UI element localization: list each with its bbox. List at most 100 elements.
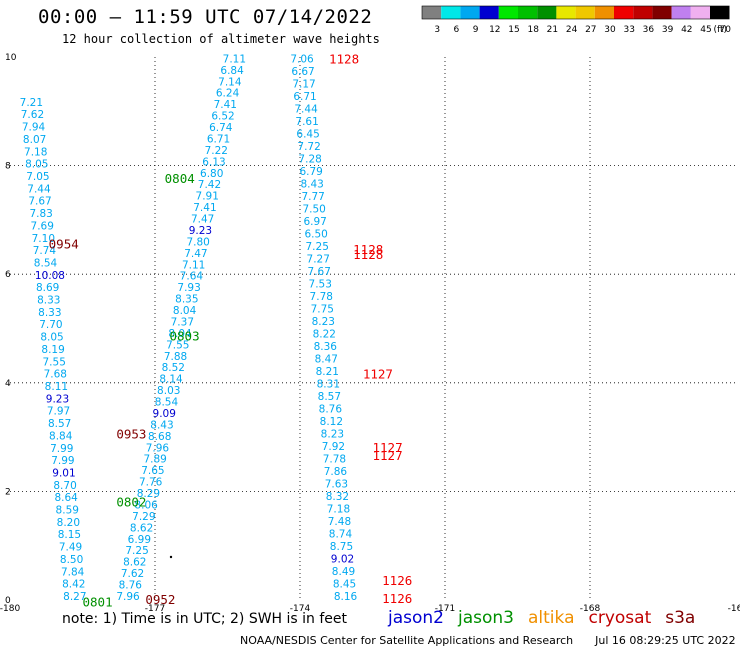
- wave-height-value: 7.64: [180, 271, 204, 283]
- wave-height-value: 8.05: [40, 332, 63, 344]
- colorbar-label: 36: [643, 25, 655, 35]
- wave-height-value: 7.91: [196, 191, 219, 203]
- wave-height-value: 7.25: [306, 241, 329, 253]
- wave-height-value: 6.13: [202, 156, 225, 168]
- wave-height-value: 7.93: [177, 282, 200, 294]
- wave-height-value: 6.52: [211, 111, 234, 123]
- wave-height-value: 7.83: [29, 208, 52, 220]
- wave-height-value: 8.12: [320, 416, 343, 428]
- wave-height-value: 7.96: [116, 591, 140, 603]
- wave-height-value: 7.72: [297, 141, 320, 153]
- pass-time-label: 1126: [382, 573, 412, 588]
- wave-height-value: 8.05: [25, 159, 48, 171]
- wave-height-value: 7.11: [223, 53, 246, 65]
- colorbar-swatch: [671, 6, 691, 19]
- colorbar-label: 15: [508, 25, 519, 35]
- wave-height-value: 7.99: [51, 455, 74, 467]
- wave-height-value: 8.50: [60, 554, 83, 566]
- wave-height-value: 7.41: [193, 202, 216, 214]
- wave-height-value: 7.77: [301, 191, 324, 203]
- colorbar-swatch: [614, 6, 634, 19]
- note-text: note: 1) Time is in UTC; 2) SWH is in fe…: [62, 611, 348, 627]
- wave-height-value: 7.80: [186, 236, 209, 248]
- wave-height-value: 8.42: [62, 579, 85, 591]
- wave-height-value: 7.42: [198, 179, 221, 191]
- y-tick-label: 0: [5, 596, 11, 606]
- wave-track-track-a: 7.217.627.948.077.188.057.057.447.677.83…: [20, 97, 87, 603]
- wave-height-value: 8.03: [157, 385, 180, 397]
- wave-height-value: 9.23: [46, 393, 69, 405]
- pass-time-label: 0802: [116, 494, 146, 509]
- colorbar-swatch: [556, 6, 576, 19]
- wave-height-value: 8.84: [49, 430, 73, 442]
- y-tick-label: 8: [5, 162, 11, 172]
- wave-height-value: 7.62: [21, 109, 44, 121]
- pass-time-label: 1126: [382, 591, 412, 606]
- wave-height-value: 7.78: [323, 453, 346, 465]
- wave-height-value: 8.33: [38, 307, 61, 319]
- wave-height-value: 9.02: [331, 553, 354, 565]
- wave-height-value: 8.54: [155, 397, 179, 409]
- wave-height-value: 7.76: [139, 477, 163, 489]
- wave-height-value: 6.45: [296, 128, 319, 140]
- colorbar-swatch: [652, 6, 672, 19]
- pass-time-label: 0954: [49, 236, 79, 251]
- colorbar-label: 33: [623, 25, 634, 35]
- wave-height-value: 8.75: [330, 541, 353, 553]
- wave-height-value: 8.15: [58, 529, 81, 541]
- wave-height-value: 9.23: [189, 225, 212, 237]
- colorbar-swatch: [518, 6, 538, 19]
- wave-height-value: 7.86: [324, 466, 348, 478]
- pass-time-label: 1127: [373, 440, 403, 455]
- wave-track-track-b: 7.116.847.146.247.416.526.746.717.226.13…: [116, 53, 246, 603]
- wave-height-value: 7.47: [184, 248, 207, 260]
- wave-height-value: 7.10: [32, 233, 55, 245]
- wave-height-value: 7.67: [28, 196, 51, 208]
- y-tick-label: 10: [5, 53, 17, 63]
- wave-height-value: 6.80: [200, 168, 223, 180]
- wave-height-value: 8.64: [54, 492, 78, 504]
- wave-height-value: 7.21: [20, 97, 43, 109]
- wave-height-value: 7.06: [290, 53, 314, 65]
- wave-track-track-c: 7.066.677.176.717.447.616.457.727.286.79…: [290, 53, 357, 603]
- colorbar-label: 18: [527, 25, 539, 35]
- legend-jason2: jason2: [388, 608, 444, 628]
- colorbar-label: 9: [473, 25, 479, 35]
- wave-height-value: 8.29: [137, 488, 160, 500]
- colorbar-swatch: [537, 6, 557, 19]
- wave-height-tracks: 7.217.627.948.077.188.057.057.447.677.83…: [20, 53, 358, 603]
- map-grid: [10, 57, 735, 600]
- legend-s3a: s3a: [665, 608, 696, 628]
- wave-height-value: 6.50: [304, 228, 327, 240]
- pass-time-label: 1128: [329, 52, 359, 67]
- colorbar-label: 45: [700, 25, 711, 35]
- colorbar-label: 42: [681, 25, 692, 35]
- wave-height-value: 9.09: [153, 408, 176, 420]
- colorbar-swatch: [479, 6, 499, 19]
- wave-height-value: 6.24: [216, 88, 240, 100]
- wave-height-value: 8.23: [312, 316, 335, 328]
- pass-time-label: 0801: [83, 595, 113, 610]
- wave-height-value: 8.62: [130, 522, 153, 534]
- track-dot: [169, 555, 173, 559]
- axis-ticks: -180 -177 -174 -171 -168 -16 0 2 4 6 8 10: [0, 53, 740, 614]
- wave-height-value: 8.43: [300, 178, 323, 190]
- wave-height-value: 8.69: [36, 282, 59, 294]
- wave-height-value: 10.08: [35, 270, 65, 282]
- wave-height-value: 8.49: [332, 566, 355, 578]
- wave-height-value: 7.05: [26, 171, 49, 183]
- wave-height-value: 8.68: [148, 431, 171, 443]
- wave-height-value: 8.36: [314, 341, 338, 353]
- wave-height-value: 7.53: [309, 278, 332, 290]
- colorbar-label: 30: [604, 25, 616, 35]
- colorbar-frame: [421, 5, 730, 20]
- colorbar-label: 6: [454, 25, 460, 35]
- wave-height-value: 6.71: [293, 91, 316, 103]
- colorbar-label: 27: [585, 25, 596, 35]
- wave-height-value: 7.55: [43, 356, 66, 368]
- wave-height-value: 7.27: [307, 253, 330, 265]
- wave-height-value: 8.62: [123, 557, 146, 569]
- colorbar-label: 70: [719, 25, 731, 35]
